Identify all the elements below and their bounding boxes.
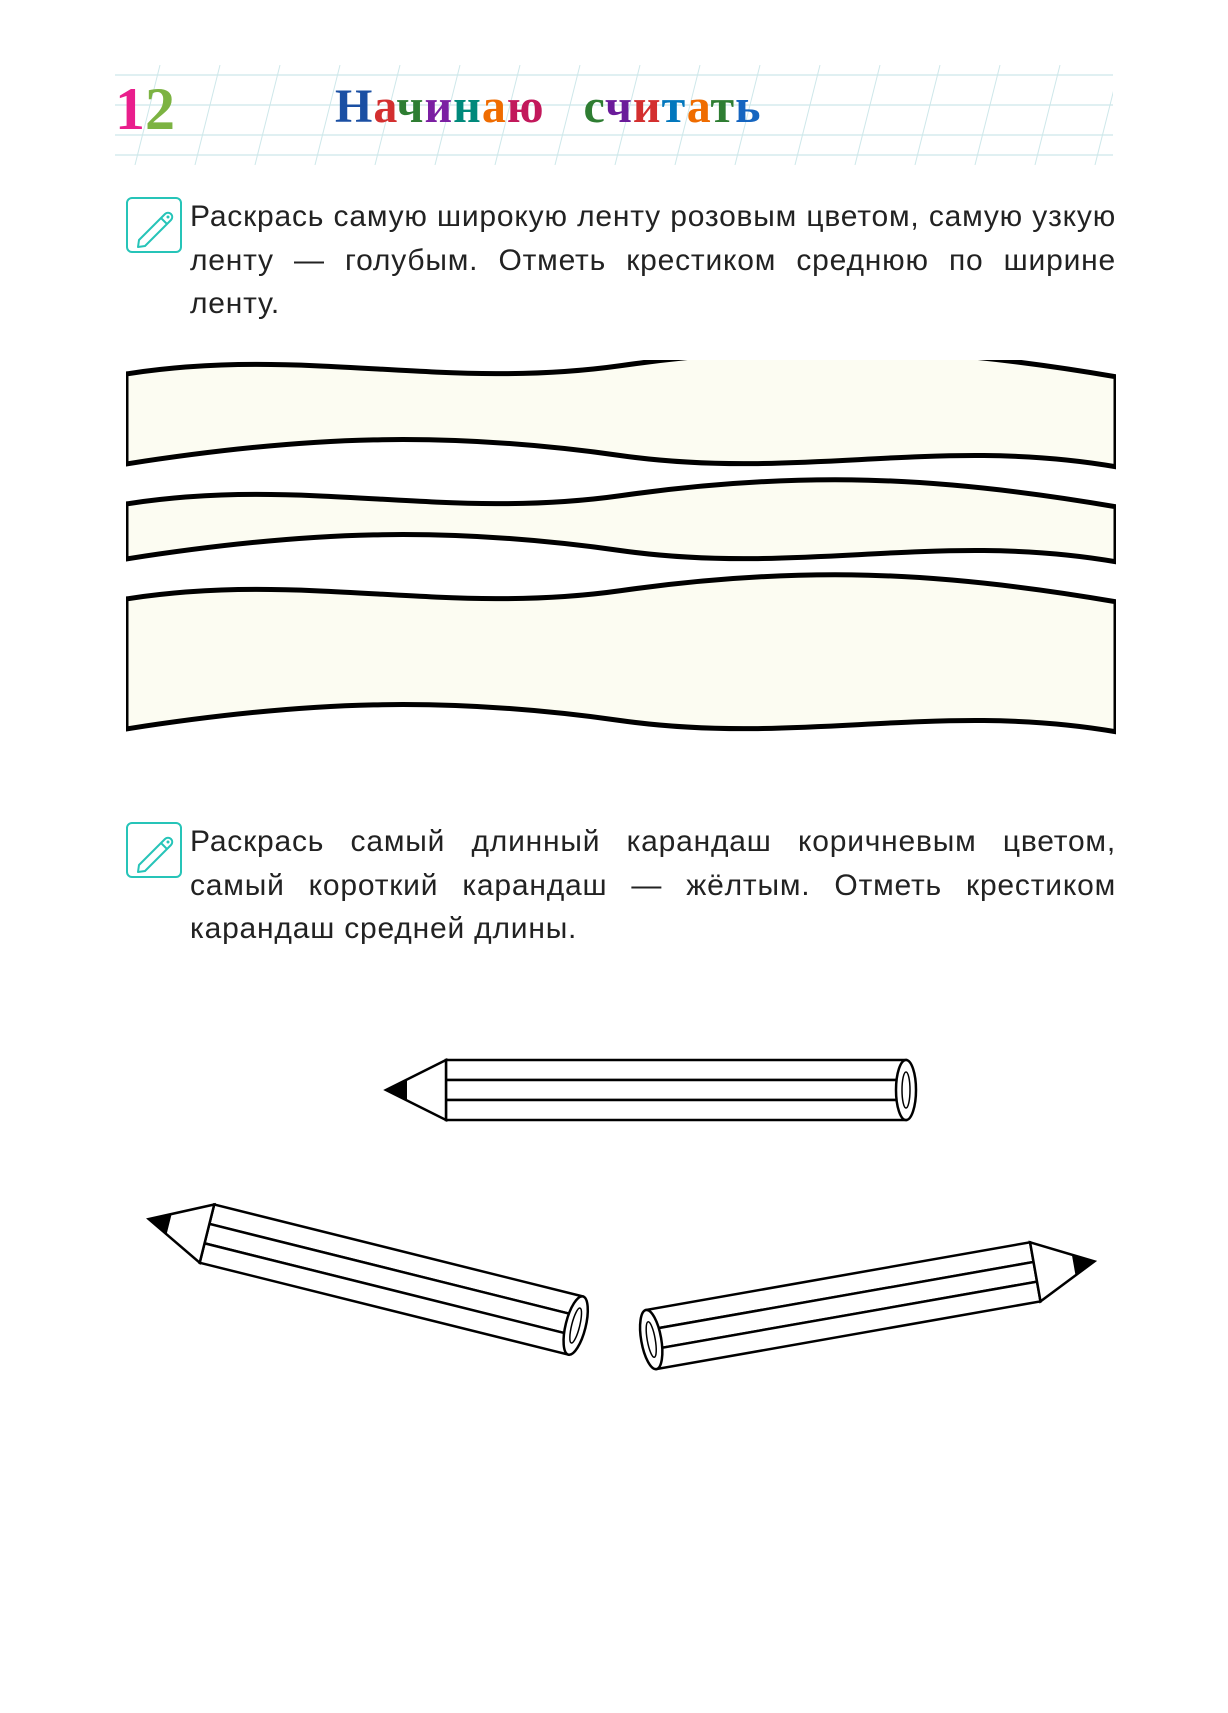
pencils-figure xyxy=(126,1010,1116,1490)
page-header: 12 Начинаю считать xyxy=(115,75,1113,155)
ribbon xyxy=(126,480,1116,562)
task-1-text: Раскрась самую широкую ленту розовым цве… xyxy=(190,195,1116,326)
task-1: Раскрась самую широкую ленту розовым цве… xyxy=(126,195,1116,326)
pencil-icon xyxy=(126,197,182,253)
ribbon xyxy=(126,575,1116,732)
page-number: 12 xyxy=(115,75,175,144)
ribbon xyxy=(126,360,1116,467)
task-2: Раскрась самый длинный карандаш коричнев… xyxy=(126,820,1116,951)
page-title: Начинаю считать xyxy=(335,79,761,134)
pencil xyxy=(636,1232,1099,1371)
pencil xyxy=(141,1190,592,1357)
ribbons-figure xyxy=(126,360,1116,780)
task-2-text: Раскрась самый длинный карандаш коричнев… xyxy=(190,820,1116,951)
pencil-icon xyxy=(126,822,182,878)
pencil xyxy=(386,1060,916,1120)
